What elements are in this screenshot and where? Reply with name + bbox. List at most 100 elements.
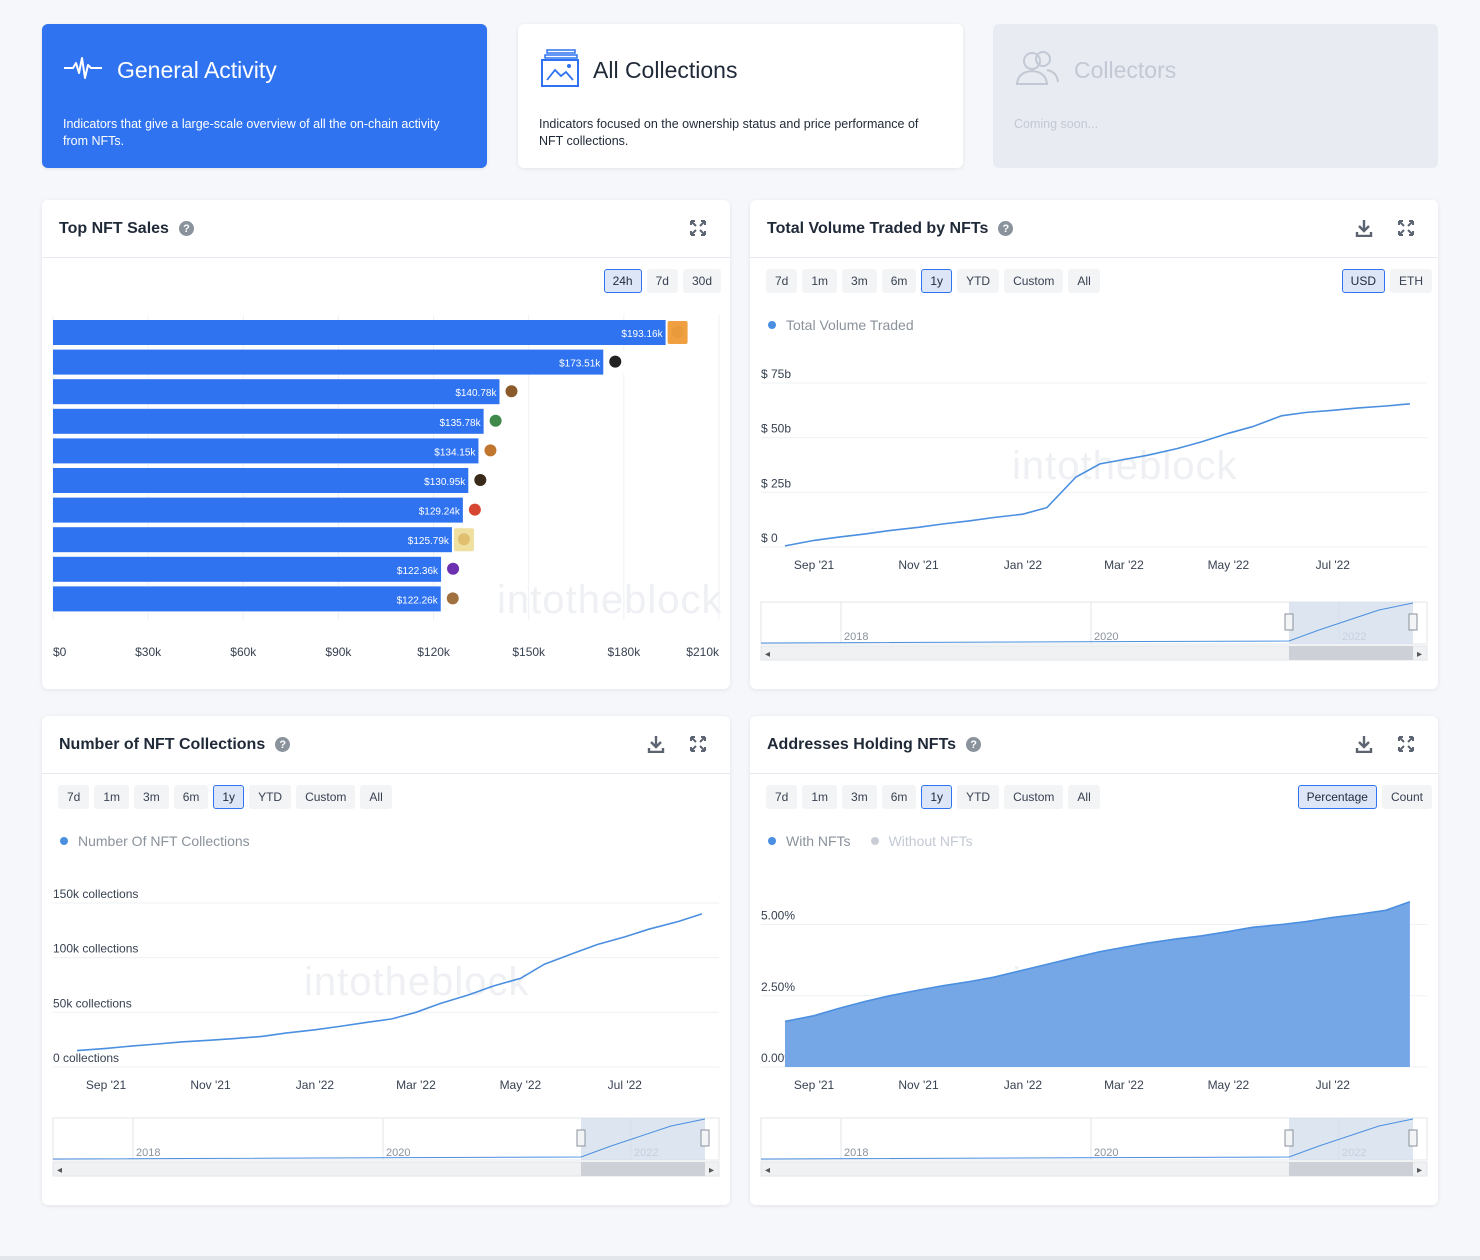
navigator-handle: [1408, 613, 1418, 631]
download-icon[interactable]: [646, 734, 666, 754]
range-custom-button[interactable]: Custom: [1004, 269, 1064, 293]
category-card-all-collections[interactable]: All Collections Indicators focused on th…: [518, 24, 963, 168]
period-7d-button[interactable]: 7d: [646, 269, 678, 293]
range-7d-button[interactable]: 7d: [58, 785, 90, 809]
legend-item[interactable]: Number Of NFT Collections: [60, 833, 250, 849]
range-3m-button[interactable]: 3m: [842, 785, 877, 809]
range-7d-button[interactable]: 7d: [766, 785, 798, 809]
range-custom-button[interactable]: Custom: [296, 785, 356, 809]
navigator-selection: [581, 1118, 705, 1160]
gallery-icon: [539, 46, 579, 95]
y-tick-label: 0 collections: [53, 1051, 119, 1065]
y-tick-label: $ 50b: [761, 422, 791, 436]
total-volume-panel: Total Volume Traded by NFTs ? 7d 1m 3m 6m 1y…: [750, 200, 1438, 689]
sale-bar: [53, 320, 666, 345]
sale-value-label: $122.26k: [397, 595, 439, 606]
y-tick-label: 5.00%: [761, 909, 795, 923]
category-card-general-activity[interactable]: General Activity Indicators that give a …: [42, 24, 487, 168]
navigator-scrollbar: [760, 1161, 1428, 1177]
period-30d-button[interactable]: 30d: [682, 269, 721, 293]
scroll-right-arrow-icon: ▸: [1417, 1165, 1422, 1176]
range-1m-button[interactable]: 1m: [94, 785, 130, 809]
x-tick-label: Mar '22: [1104, 558, 1144, 572]
category-description: Coming soon...: [1014, 117, 1099, 131]
nft-avatar-face-icon: [457, 533, 470, 546]
range-all-button[interactable]: All: [360, 785, 392, 809]
range-1m-button[interactable]: 1m: [802, 785, 838, 809]
range-selector: 7d 1m 3m 6m 1y YTD Custom All: [766, 269, 1100, 293]
panel-title: Top NFT Sales: [59, 219, 169, 237]
legend-item-with-nfts[interactable]: With NFTs: [768, 833, 851, 849]
x-tick-label: Jul '22: [1316, 1078, 1351, 1092]
range-1y-button[interactable]: 1y: [921, 785, 953, 809]
range-selector: 7d 1m 3m 6m 1y YTD Custom All: [766, 785, 1100, 809]
period-24h-button[interactable]: 24h: [603, 269, 642, 293]
x-tick-label: Sep '21: [794, 1078, 835, 1092]
nft-collections-panel: Number of NFT Collections ? 7d 1m 3m 6m 1y YT…: [42, 716, 730, 1205]
legend-label: Total Volume Traded: [786, 317, 914, 333]
navigator-line: [760, 1118, 1414, 1160]
range-3m-button[interactable]: 3m: [134, 785, 169, 809]
y-tick-label: 150k collections: [53, 887, 138, 901]
x-tick-label: Jan '22: [1004, 558, 1043, 572]
range-1m-button[interactable]: 1m: [802, 269, 838, 293]
range-6m-button[interactable]: 6m: [881, 269, 917, 293]
expand-icon[interactable]: [688, 734, 708, 754]
range-ytd-button[interactable]: YTD: [249, 785, 292, 809]
category-title: Collectors: [1074, 56, 1177, 83]
help-icon[interactable]: ?: [998, 221, 1014, 236]
navigator-year-label: 2018: [844, 1147, 868, 1159]
download-icon[interactable]: [1354, 218, 1374, 238]
y-tick-label: $ 25b: [761, 476, 791, 490]
range-3m-button[interactable]: 3m: [842, 269, 877, 293]
x-tick-label: May '22: [1208, 558, 1250, 572]
range-ytd-button[interactable]: YTD: [957, 785, 1000, 809]
page-footer-strip: [0, 1256, 1480, 1260]
range-7d-button[interactable]: 7d: [766, 269, 798, 293]
scroll-right-arrow-icon: ▸: [1417, 649, 1422, 660]
legend-item-without-nfts[interactable]: Without NFTs: [870, 833, 973, 849]
mode-count-button[interactable]: Count: [1381, 785, 1432, 809]
help-icon[interactable]: ?: [275, 737, 291, 752]
range-1y-button[interactable]: 1y: [213, 785, 245, 809]
legend-dot: [768, 837, 776, 845]
nft-avatar-face-icon: [468, 503, 481, 516]
panel-title: Addresses Holding NFTs: [767, 735, 957, 753]
expand-icon[interactable]: [688, 218, 708, 238]
x-tick-label: $30k: [135, 645, 162, 659]
help-icon[interactable]: ?: [966, 737, 982, 752]
category-description: Indicators that give a large-scale overv…: [63, 117, 440, 148]
scroll-left-arrow-icon: ◂: [765, 1165, 770, 1176]
navigator-line: [760, 602, 1414, 644]
legend-dot: [870, 837, 879, 845]
panel-title: Number of NFT Collections: [59, 735, 266, 753]
range-custom-button[interactable]: Custom: [1004, 785, 1064, 809]
currency-eth-button[interactable]: ETH: [1390, 269, 1432, 293]
expand-icon[interactable]: [1396, 218, 1416, 238]
mode-percentage-button[interactable]: Percentage: [1297, 785, 1377, 809]
category-description: Indicators focused on the ownership stat…: [539, 117, 919, 148]
navigator-selection: [1289, 1118, 1413, 1160]
range-all-button[interactable]: All: [1068, 269, 1100, 293]
range-all-button[interactable]: All: [1068, 785, 1100, 809]
sale-value-label: $122.36k: [397, 566, 439, 577]
sale-value-label: $129.24k: [419, 507, 461, 518]
range-6m-button[interactable]: 6m: [173, 785, 209, 809]
help-icon[interactable]: ?: [178, 221, 194, 236]
range-ytd-button[interactable]: YTD: [957, 269, 1000, 293]
range-6m-button[interactable]: 6m: [881, 785, 917, 809]
x-tick-label: Sep '21: [794, 558, 835, 572]
series-line: [784, 403, 1410, 547]
navigator-scrollbar: [760, 645, 1428, 661]
navigator-handle: [700, 1129, 710, 1147]
download-icon[interactable]: [1354, 734, 1374, 754]
x-tick-label: $180k: [608, 645, 642, 659]
range-1y-button[interactable]: 1y: [921, 269, 953, 293]
y-tick-label: 50k collections: [53, 996, 132, 1010]
legend-item[interactable]: Total Volume Traded: [768, 317, 914, 333]
x-tick-label: Mar '22: [1104, 1078, 1144, 1092]
currency-usd-button[interactable]: USD: [1341, 269, 1385, 293]
x-tick-label: Nov '21: [898, 1078, 939, 1092]
expand-icon[interactable]: [1396, 734, 1416, 754]
panel-title: Total Volume Traded by NFTs: [767, 219, 989, 237]
